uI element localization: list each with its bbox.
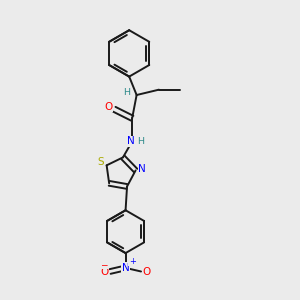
Text: H: H: [137, 137, 144, 146]
Text: O: O: [143, 267, 151, 277]
Text: N: N: [122, 263, 129, 273]
Text: O: O: [104, 102, 112, 112]
Text: N: N: [127, 136, 135, 146]
Text: S: S: [98, 157, 104, 167]
Text: −: −: [100, 260, 108, 269]
Text: O: O: [100, 267, 108, 277]
Text: H: H: [124, 88, 130, 97]
Text: +: +: [129, 257, 136, 266]
Text: N: N: [138, 164, 146, 174]
